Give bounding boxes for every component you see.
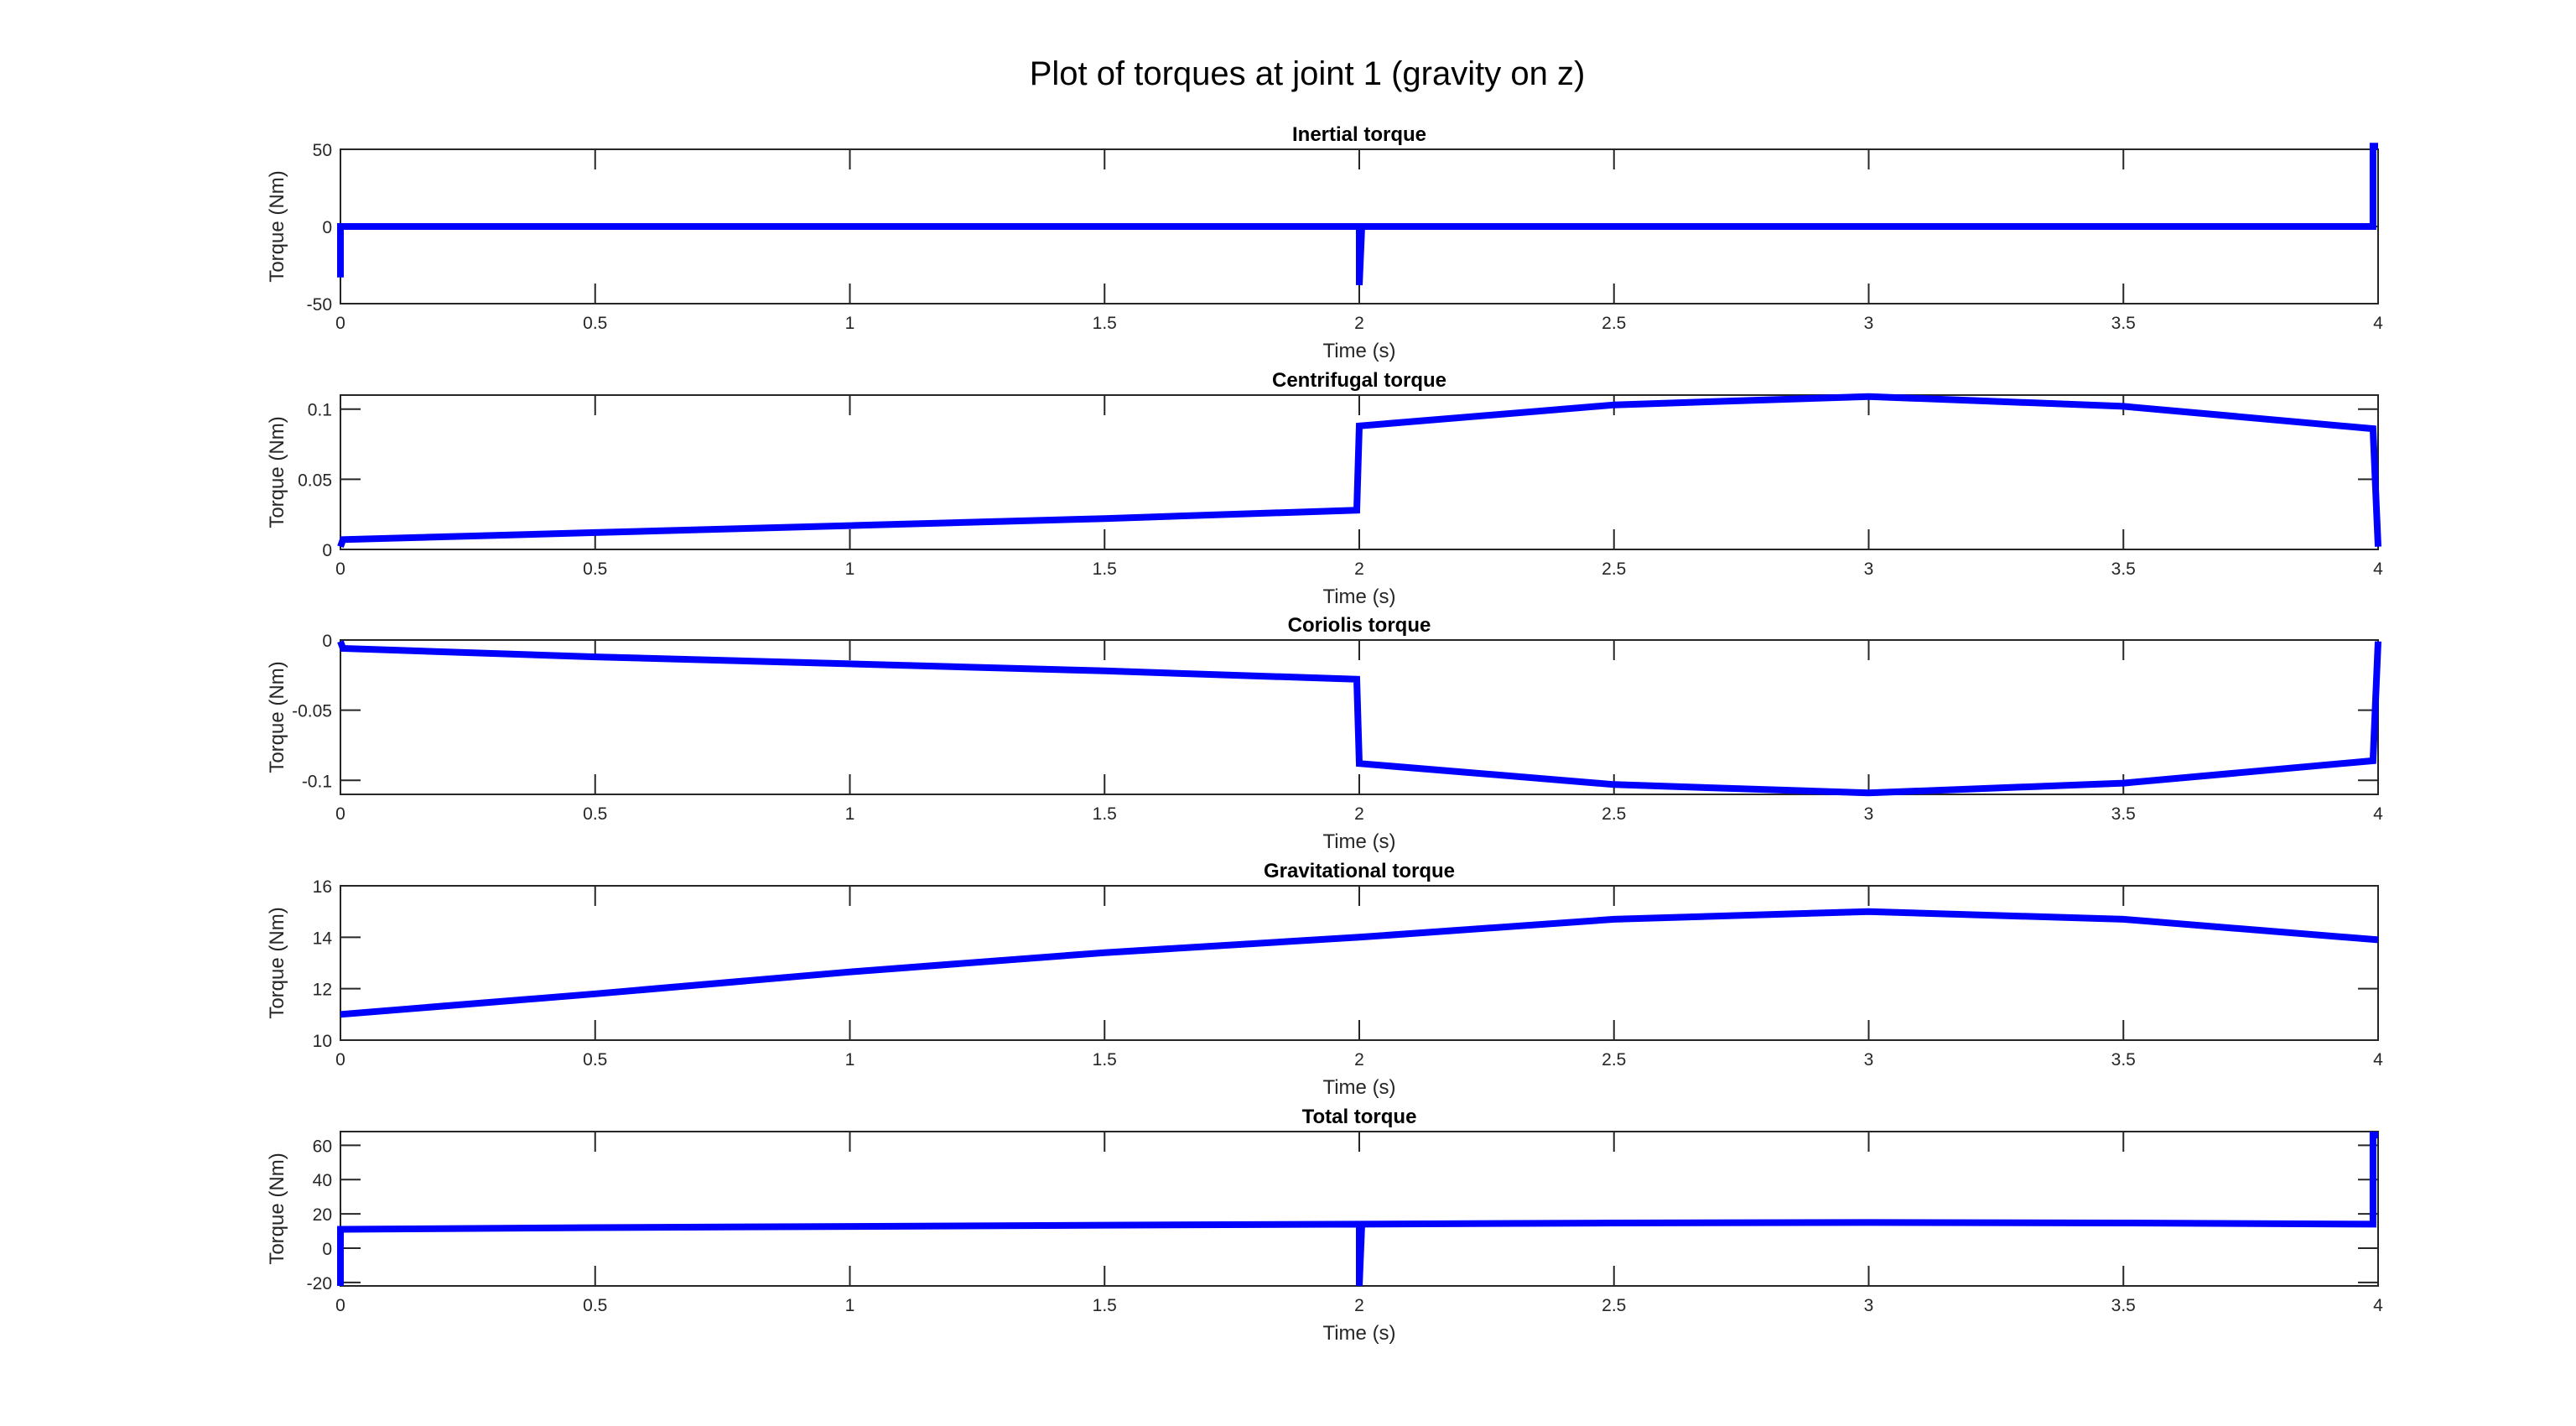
x-tick-label: 2 [1354, 1050, 1364, 1070]
x-tick-label: 0.5 [583, 1296, 607, 1315]
y-tick-label: -0.1 [302, 772, 332, 791]
x-tick-label: 3.5 [2111, 804, 2136, 824]
x-tick-label: 3 [1864, 314, 1874, 333]
subplot-title: Inertial torque [1292, 123, 1426, 146]
y-tick-label: 50 [313, 141, 332, 160]
y-tick-label: 0 [322, 541, 332, 560]
x-axis-label: Time (s) [1322, 1322, 1395, 1345]
x-tick-label: 3 [1864, 559, 1874, 579]
y-tick-label: 12 [313, 981, 332, 1000]
y-tick-label: -20 [307, 1274, 332, 1293]
x-tick-label: 2.5 [1602, 559, 1626, 579]
x-axis-label: Time (s) [1322, 585, 1395, 608]
subplot-title: Gravitational torque [1264, 860, 1455, 882]
y-axis-label: Torque (Nm) [266, 907, 288, 1018]
y-tick-label: 0 [322, 218, 332, 237]
x-tick-label: 1.5 [1093, 804, 1117, 824]
x-tick-label: 0.5 [583, 314, 607, 333]
x-tick-label: 2 [1354, 559, 1364, 579]
x-tick-label: 1 [845, 1296, 855, 1315]
x-tick-label: 0.5 [583, 804, 607, 824]
axes-box [340, 885, 2379, 1041]
series-line-1 [337, 640, 2381, 797]
subplot-4: Gravitational torque 0 0.5 1 1.5 2 2.5 3 3.5 4 10 1… [266, 860, 2383, 1099]
x-tick-label: 3.5 [2111, 559, 2136, 579]
x-tick-label: 3.5 [2111, 314, 2136, 333]
x-tick-label: 3.5 [2111, 1050, 2136, 1070]
x-axis-label: Time (s) [1322, 340, 1395, 362]
x-tick-label: 4 [2373, 1050, 2383, 1070]
series-line-1 [337, 143, 2378, 286]
x-tick-label: 3.5 [2111, 1296, 2136, 1315]
x-tick-label: 1.5 [1093, 559, 1117, 579]
x-tick-label: 1.5 [1093, 1296, 1117, 1315]
y-tick-label: 60 [313, 1137, 332, 1156]
x-tick-label: 4 [2373, 559, 2383, 579]
y-tick-label: 40 [313, 1171, 332, 1190]
y-tick-label: 20 [313, 1205, 332, 1225]
x-tick-label: 0 [335, 1296, 345, 1315]
x-tick-label: 1 [845, 804, 855, 824]
x-tick-label: 3 [1864, 1050, 1874, 1070]
series-line-1 [337, 393, 2381, 549]
y-tick-label: 0.05 [298, 471, 332, 490]
x-tick-label: 2 [1354, 1296, 1364, 1315]
y-tick-label: 16 [313, 877, 332, 897]
y-tick-label: 0 [322, 1240, 332, 1259]
x-axis-label: Time (s) [1322, 830, 1395, 853]
x-tick-label: 0.5 [583, 1050, 607, 1070]
x-tick-label: 1 [845, 314, 855, 333]
y-tick-label: -0.05 [292, 702, 332, 721]
x-tick-label: 4 [2373, 1296, 2383, 1315]
y-axis-label: Torque (Nm) [266, 1153, 288, 1264]
x-tick-label: 2.5 [1602, 1050, 1626, 1070]
x-tick-label: 0 [335, 1050, 345, 1070]
y-tick-label: 14 [313, 929, 333, 948]
figure-title: Plot of torques at joint 1 (gravity on z… [1029, 55, 1586, 92]
x-tick-label: 3 [1864, 1296, 1874, 1315]
subplot-title: Total torque [1302, 1106, 1417, 1128]
x-tick-label: 2 [1354, 804, 1364, 824]
x-axis-label: Time (s) [1322, 1076, 1395, 1099]
x-tick-label: 4 [2373, 804, 2383, 824]
subplot-3: Coriolis torque 0 0.5 1 1.5 2 2.5 3 3.5 4 -0.1 -0.0… [266, 614, 2383, 853]
series-line-1 [337, 1132, 2378, 1287]
x-tick-label: 2 [1354, 314, 1364, 333]
x-tick-label: 2.5 [1602, 1296, 1626, 1315]
y-tick-label: -50 [307, 295, 332, 315]
x-tick-label: 0 [335, 314, 345, 333]
y-axis-label: Torque (Nm) [266, 416, 288, 528]
subplot-2: Centrifugal torque 0 0.5 1 1.5 2 2.5 3 3.5 4 0 0.05… [266, 369, 2383, 608]
x-tick-label: 2.5 [1602, 314, 1626, 333]
subplot-title: Centrifugal torque [1272, 369, 1446, 392]
y-axis-label: Torque (Nm) [266, 170, 288, 282]
x-tick-label: 0 [335, 804, 345, 824]
y-tick-label: 0.1 [308, 401, 332, 420]
subplot-title: Coriolis torque [1288, 614, 1431, 637]
x-tick-label: 1.5 [1093, 1050, 1117, 1070]
x-tick-label: 2.5 [1602, 804, 1626, 824]
x-tick-label: 3 [1864, 804, 1874, 824]
x-tick-label: 1 [845, 559, 855, 579]
x-tick-label: 0 [335, 559, 345, 579]
y-tick-label: 10 [313, 1032, 332, 1051]
x-tick-label: 0.5 [583, 559, 607, 579]
series-line-1 [340, 908, 2379, 1018]
x-tick-label: 1.5 [1093, 314, 1117, 333]
x-tick-label: 1 [845, 1050, 855, 1070]
y-axis-label: Torque (Nm) [266, 661, 288, 773]
y-tick-label: 0 [322, 632, 332, 651]
x-tick-label: 4 [2373, 314, 2383, 333]
